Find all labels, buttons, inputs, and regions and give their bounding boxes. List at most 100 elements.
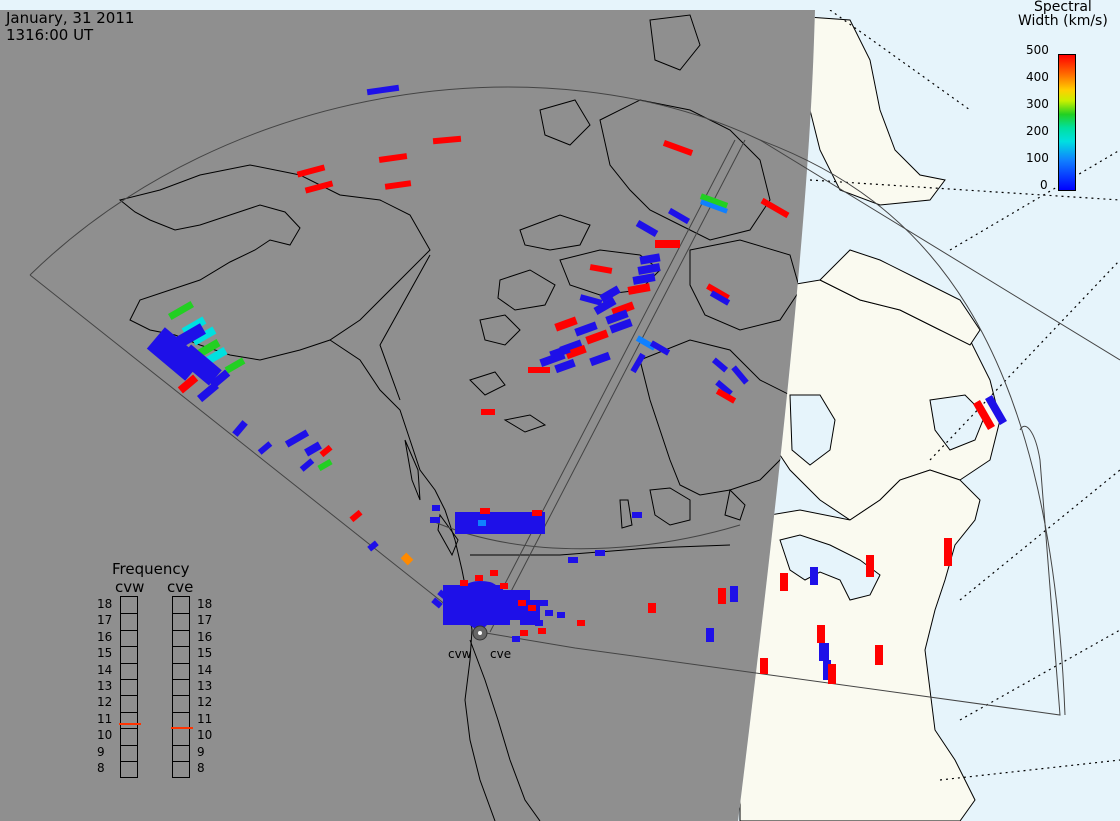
- echo-cell: [944, 538, 952, 566]
- echo-cell: [711, 357, 729, 373]
- echo-cell: [437, 589, 449, 601]
- echo-cell: [709, 290, 731, 306]
- echo-cell: [432, 505, 440, 511]
- echo-cell: [197, 381, 219, 403]
- colorbar-tick-400: 400: [1026, 70, 1049, 84]
- frequency-gridline: [121, 629, 137, 631]
- echo-cell: [823, 660, 831, 680]
- frequency-gridline: [121, 679, 137, 680]
- frequency-gridline: [121, 646, 137, 648]
- echo-cell: [167, 300, 195, 321]
- radar-sites: [472, 625, 488, 641]
- bc-coast: [329, 339, 496, 821]
- echo-cell: [706, 628, 714, 642]
- echo-cell: [460, 580, 468, 586]
- echo-cell: [204, 347, 228, 365]
- echo-cell: [296, 164, 326, 178]
- frequency-gridline: [173, 711, 189, 713]
- frequency-gridline: [173, 761, 189, 762]
- frequency-level-label: 16: [97, 629, 113, 644]
- frequency-marker: [171, 726, 193, 729]
- echo-cell: [655, 240, 680, 248]
- fov-outer-east: [759, 139, 1066, 716]
- echo-cell: [525, 610, 533, 616]
- echo-cell: [565, 344, 587, 360]
- frequency-level-label: 17: [197, 613, 213, 628]
- echo-cell: [605, 309, 629, 325]
- frequency-title: Frequency: [112, 560, 190, 578]
- fov-split-2: [489, 139, 746, 633]
- echo-cell: [649, 340, 671, 356]
- frequency-gridline: [173, 679, 189, 680]
- frequency-gridline: [121, 695, 137, 697]
- frequency-gridline: [173, 728, 189, 730]
- echo-cell: [304, 441, 322, 457]
- echo-cell: [715, 388, 737, 404]
- echo-cell: [545, 610, 553, 616]
- arctic-islands-1: [519, 214, 591, 251]
- echo-cell: [595, 550, 605, 556]
- frequency-gridline: [173, 629, 189, 631]
- frequency-gridline: [173, 613, 189, 615]
- frequency-level-label: 18: [197, 597, 213, 611]
- colorbar-tick-300: 300: [1026, 97, 1049, 111]
- echo-cell: [490, 570, 498, 576]
- frequency-level-label: 8: [97, 761, 105, 775]
- radar-label-cve: cve: [490, 647, 512, 661]
- colorbar-tick-200: 200: [1026, 124, 1049, 138]
- day-lakes: [779, 394, 986, 601]
- echo-cell: [985, 395, 1007, 425]
- echo-cell: [224, 357, 246, 374]
- echo-cell: [630, 352, 646, 374]
- frequency-marker: [119, 723, 141, 726]
- radar-label-cvw: cvw: [448, 647, 472, 661]
- date-label: January, 31 2011: [6, 9, 135, 27]
- echo-cell: [518, 600, 526, 606]
- echo-cell: [635, 335, 657, 351]
- echo-cell: [706, 283, 730, 301]
- frequency-radar-cve: cve: [167, 578, 194, 596]
- frequency-level-label: 11: [197, 711, 213, 726]
- greenland-land: [779, 14, 946, 206]
- echo-cell: [632, 273, 656, 285]
- frequency-gridline: [173, 662, 189, 664]
- echo-cell: [632, 512, 642, 518]
- echo-cell: [455, 512, 545, 534]
- bc-islands: [404, 439, 459, 557]
- echo-cell: [699, 199, 729, 214]
- echo-cell: [731, 365, 749, 385]
- us-pacific-coast: [469, 639, 541, 821]
- frequency-level-label: 8: [197, 761, 205, 775]
- echo-cell: [760, 658, 768, 674]
- frequency-gridline: [121, 662, 137, 664]
- echo-cell: [367, 540, 379, 552]
- echo-cell: [400, 552, 414, 566]
- echo-cell: [500, 583, 508, 589]
- echo-cell: [589, 264, 613, 274]
- echo-cell: [532, 510, 542, 516]
- echo-cell: [535, 620, 543, 626]
- echo-cell: [478, 520, 486, 526]
- radar-site-dot: [478, 631, 482, 635]
- colorbar-title-line2: Width (km/s): [1018, 13, 1108, 29]
- echo-cell: [593, 297, 617, 315]
- arctic-islands-5: [689, 239, 801, 331]
- frequency-level-label: 10: [197, 728, 213, 743]
- frequency-column-cvw: [119, 596, 141, 779]
- echo-cell: [718, 588, 726, 604]
- frequency-level-label: 10: [97, 728, 113, 743]
- echo-cell: [299, 458, 315, 472]
- echo-cell: [257, 441, 273, 455]
- echo-cell: [232, 420, 248, 437]
- echo-cell: [480, 508, 490, 514]
- time-label: 1316:00 UT: [6, 26, 94, 44]
- frequency-gridline: [121, 728, 137, 730]
- arctic-islands-4: [497, 269, 556, 311]
- frequency-gridline: [121, 613, 137, 615]
- frequency-level-label: 14: [97, 662, 113, 677]
- echo-cell: [481, 409, 495, 415]
- echo-cell: [699, 193, 729, 209]
- echo-cell: [349, 509, 363, 523]
- frequency-gridline: [121, 711, 137, 713]
